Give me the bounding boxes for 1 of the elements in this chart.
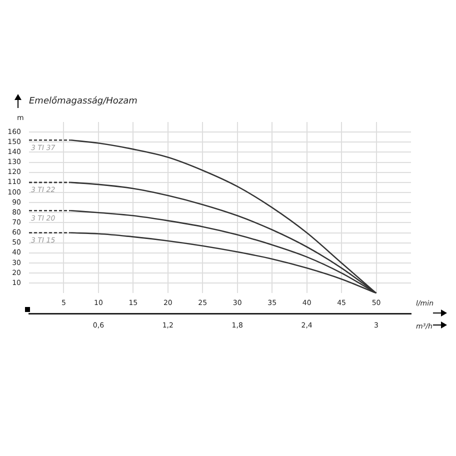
chart-title: Emelőmagasság/Hozam	[29, 95, 138, 106]
